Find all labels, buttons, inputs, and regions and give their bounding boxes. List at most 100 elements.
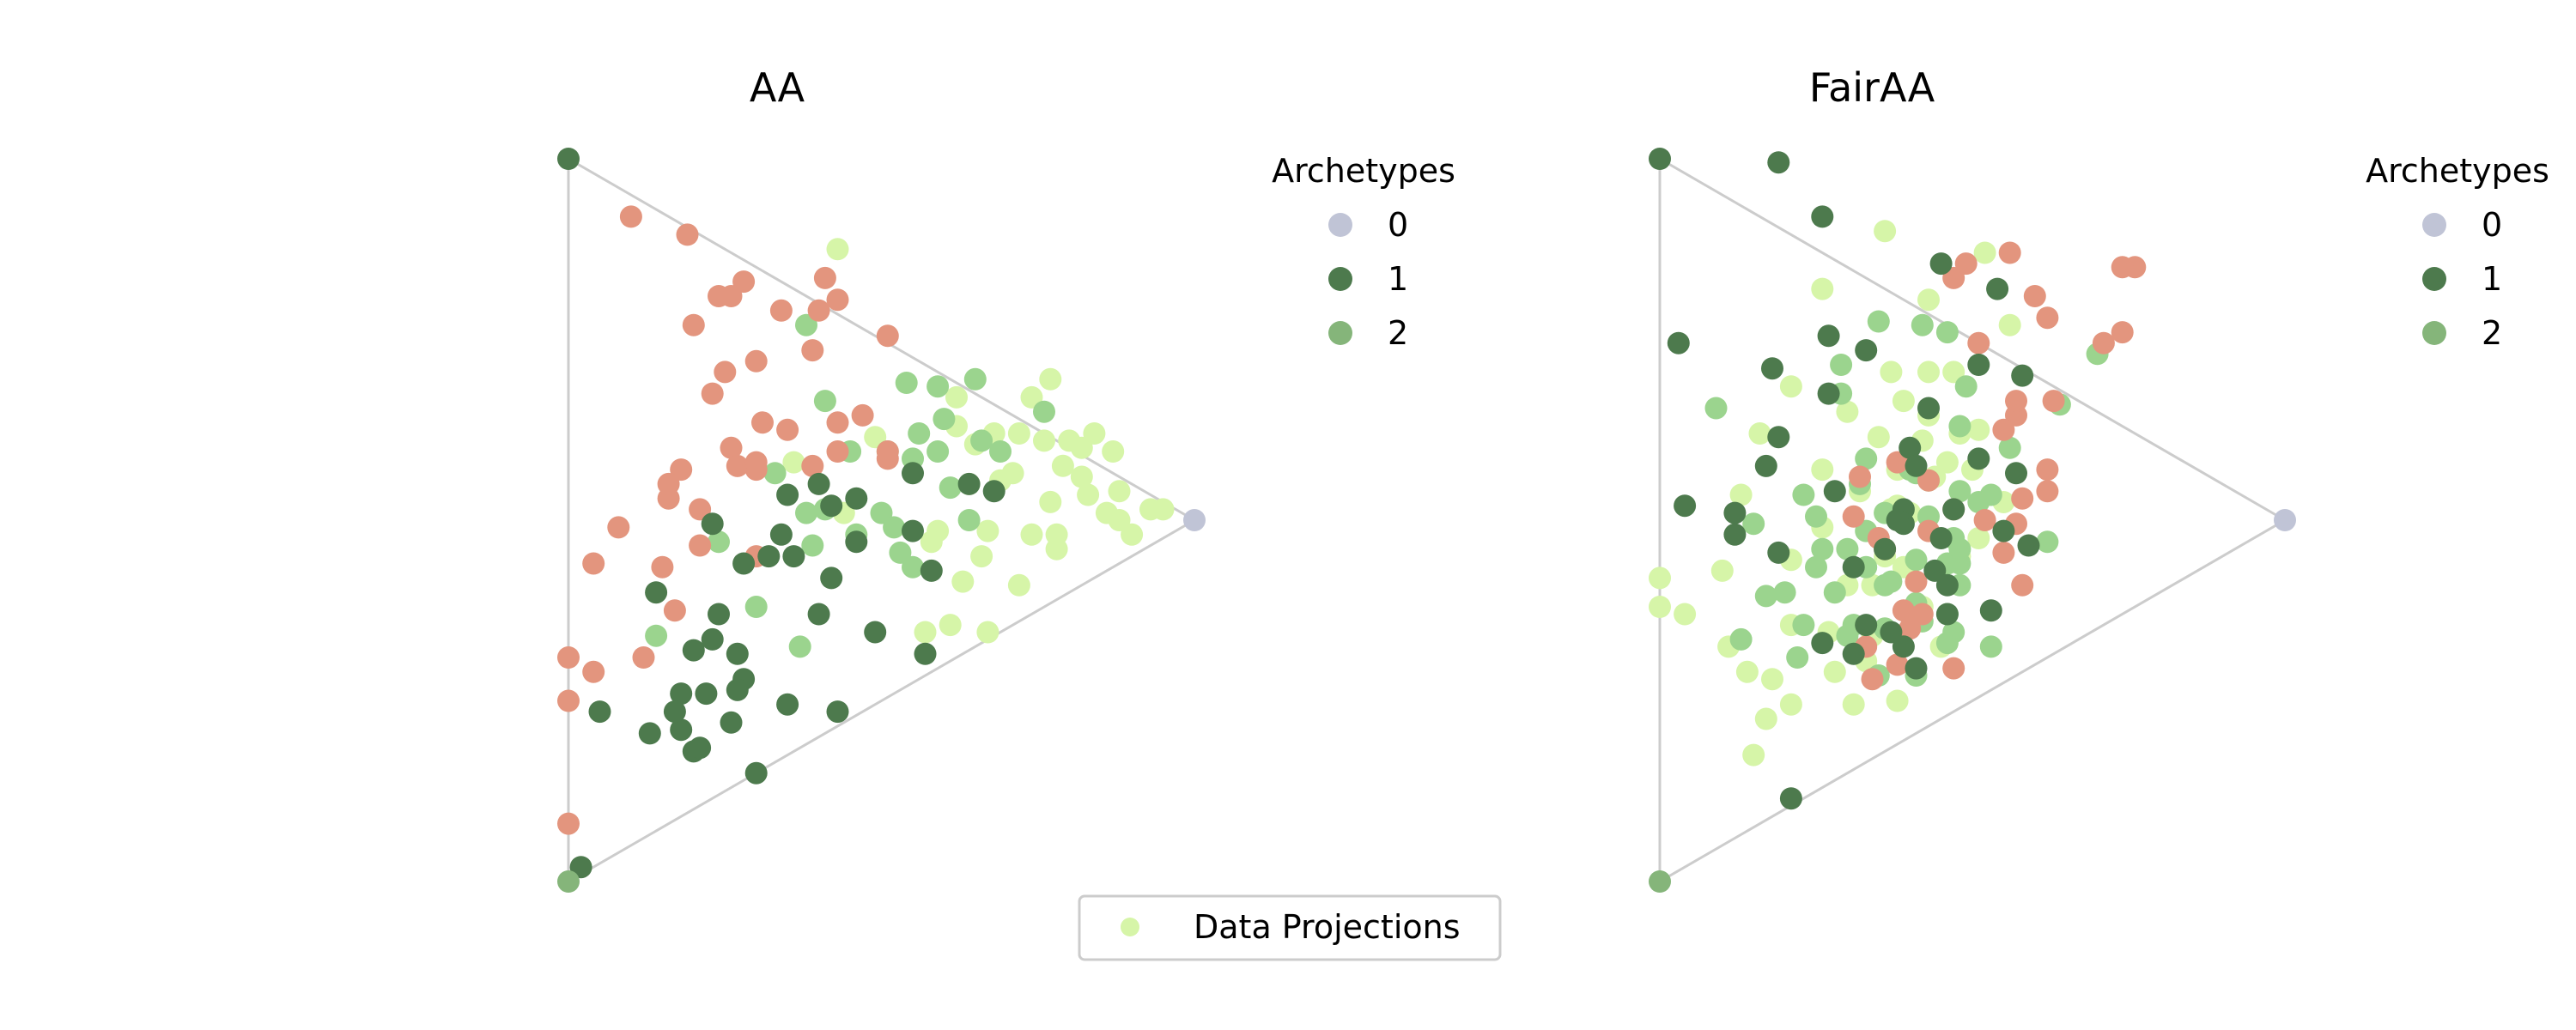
data-point-fairaa-salmon-10 xyxy=(1886,653,1909,676)
data-point-aa-dark-36 xyxy=(663,700,686,724)
panel-title-fairaa: FairAA xyxy=(1809,64,1935,111)
data-point-aa-light-13 xyxy=(976,519,999,542)
data-point-fairaa-dark-28 xyxy=(1935,573,1959,597)
data-point-fairaa-dark-37 xyxy=(1811,205,1834,228)
data-point-fairaa-mid-46 xyxy=(1836,624,1859,647)
data-point-fairaa-salmon-28 xyxy=(2111,256,2134,279)
data-point-fairaa-mid-2 xyxy=(1836,537,1859,560)
data-point-aa-dark-24 xyxy=(914,642,937,665)
data-point-aa-salmon-29 xyxy=(851,403,874,427)
data-point-fairaa-dark-8 xyxy=(1967,354,1990,376)
data-point-fairaa-light-35 xyxy=(1886,689,1909,712)
data-point-aa-light-30 xyxy=(826,238,849,261)
data-point-aa-dark-9 xyxy=(708,603,730,626)
data-point-aa-salmon-12 xyxy=(701,382,724,405)
data-point-aa-dark-23 xyxy=(744,761,768,785)
data-point-fairaa-light-19 xyxy=(1917,360,1940,384)
data-point-aa-light-1 xyxy=(1051,454,1074,477)
data-point-fairaa-mid-23 xyxy=(1935,321,1959,344)
data-point-fairaa-salmon-3 xyxy=(1973,509,1996,531)
data-point-fairaa-dark-18 xyxy=(1905,454,1928,477)
data-point-fairaa-dark-23 xyxy=(1855,614,1878,637)
data-point-fairaa-light-39 xyxy=(1973,241,1996,264)
data-point-aa-dark-0 xyxy=(982,480,1005,503)
legend-label-fairaa-2: 2 xyxy=(2482,314,2502,352)
data-point-aa-salmon-15 xyxy=(720,436,743,459)
data-point-fairaa-salmon-27 xyxy=(2036,458,2059,482)
data-point-aa-salmon-25 xyxy=(801,454,824,477)
data-point-fairaa-salmon-16 xyxy=(2005,390,2027,413)
data-point-aa-salmon-26 xyxy=(876,440,899,463)
data-point-fairaa-dark-13 xyxy=(1986,277,2009,300)
data-point-fairaa-mid-5 xyxy=(1905,548,1928,572)
data-point-fairaa-light-32 xyxy=(1742,743,1765,766)
data-point-aa-mid-15 xyxy=(963,367,987,391)
data-point-fairaa-light-30 xyxy=(1779,693,1802,716)
data-point-aa-light-11 xyxy=(1039,367,1062,391)
data-point-aa-light-6 xyxy=(1108,480,1131,503)
data-point-fairaa-mid-53 xyxy=(1948,552,1971,575)
data-point-aa-mid-2 xyxy=(744,596,768,618)
data-point-aa-dark-37 xyxy=(569,856,592,879)
data-point-fairaa-light-27 xyxy=(1649,596,1671,618)
data-point-fairaa-dark-40 xyxy=(1761,357,1783,380)
legend-label-fairaa-1: 1 xyxy=(2482,260,2502,298)
legend-marker-aa-1 xyxy=(1328,267,1352,291)
data-point-fairaa-mid-22 xyxy=(1911,313,1934,336)
data-point-fairaa-light-23 xyxy=(1748,422,1771,445)
data-point-fairaa-mid-50 xyxy=(1729,627,1753,651)
data-point-aa-salmon-36 xyxy=(720,285,743,307)
data-point-aa-light-19 xyxy=(1039,490,1062,513)
archetype-vertex-aa-2 xyxy=(557,870,580,893)
data-point-fairaa-light-28 xyxy=(1674,603,1697,626)
archetype-vertex-fairaa-0 xyxy=(2274,509,2296,531)
data-point-fairaa-light-29 xyxy=(1761,668,1783,691)
legend-marker-fairaa-0 xyxy=(2422,213,2446,237)
data-point-fairaa-dark-38 xyxy=(1767,151,1790,174)
data-point-aa-dark-16 xyxy=(902,462,924,485)
data-point-aa-mid-25 xyxy=(788,635,811,658)
data-point-fairaa-dark-4 xyxy=(1767,426,1790,449)
data-point-fairaa-mid-14 xyxy=(1948,480,1971,503)
legend-label-aa-2: 2 xyxy=(1388,314,1408,352)
data-point-fairaa-mid-21 xyxy=(1867,310,1890,333)
data-point-aa-dark-30 xyxy=(588,700,611,724)
data-point-aa-dark-32 xyxy=(720,711,743,734)
data-point-fairaa-salmon-11 xyxy=(1892,599,1915,622)
data-point-fairaa-light-7 xyxy=(1867,426,1890,449)
archetype-vertex-fairaa-1 xyxy=(1649,148,1671,170)
data-point-aa-dark-35 xyxy=(902,519,924,542)
data-point-fairaa-dark-30 xyxy=(1967,447,1990,470)
data-point-fairaa-salmon-18 xyxy=(1942,266,1965,289)
legend-marker-fairaa-1 xyxy=(2422,267,2446,291)
data-point-fairaa-mid-9 xyxy=(1792,614,1815,637)
data-point-aa-light-27 xyxy=(914,621,937,644)
archetype-vertex-fairaa-2 xyxy=(1649,870,1671,893)
data-point-aa-salmon-22 xyxy=(689,534,712,557)
data-point-fairaa-dark-1 xyxy=(1767,541,1790,564)
data-point-aa-dark-6 xyxy=(701,627,724,651)
data-point-aa-dark-33 xyxy=(820,566,843,590)
data-point-aa-dark-27 xyxy=(726,678,749,701)
data-point-aa-salmon-14 xyxy=(689,498,712,521)
data-point-aa-dark-29 xyxy=(769,523,793,546)
legend-label-aa-0: 0 xyxy=(1388,206,1408,244)
data-point-fairaa-dark-41 xyxy=(1779,787,1802,810)
data-point-fairaa-salmon-35 xyxy=(1849,465,1871,488)
data-point-aa-dark-13 xyxy=(820,494,843,518)
data-point-fairaa-mid-16 xyxy=(1855,447,1878,470)
legend-marker-aa-0 xyxy=(1328,213,1352,237)
panel-fairaa: FairAA Archetypes 0 1 2 xyxy=(1649,64,2549,893)
data-point-aa-light-31 xyxy=(945,385,968,409)
data-point-fairaa-light-6 xyxy=(1811,458,1834,482)
data-point-fairaa-salmon-21 xyxy=(1917,469,1940,492)
data-point-fairaa-salmon-2 xyxy=(1992,418,2015,441)
data-point-aa-salmon-39 xyxy=(663,599,686,622)
data-point-fairaa-light-20 xyxy=(1880,360,1903,384)
data-point-aa-salmon-2 xyxy=(676,223,699,246)
data-point-aa-mid-6 xyxy=(883,516,906,539)
data-point-fairaa-light-24 xyxy=(1729,483,1753,506)
data-point-fairaa-dark-9 xyxy=(1917,397,1940,420)
data-point-aa-mid-14 xyxy=(933,408,956,431)
data-point-aa-light-14 xyxy=(939,614,962,637)
